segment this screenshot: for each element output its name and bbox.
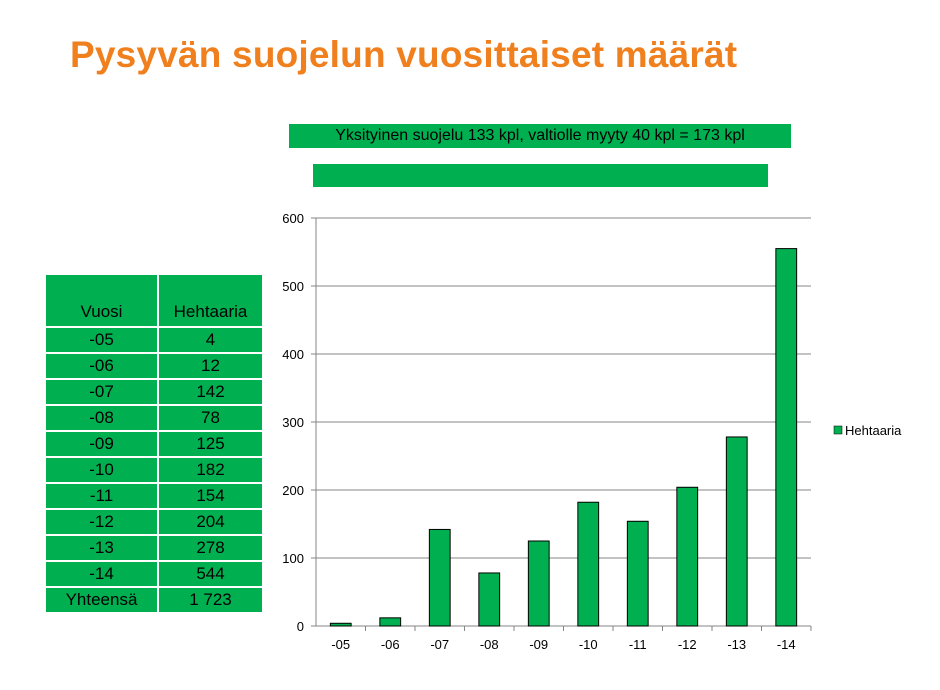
x-tick-label: -12 — [678, 637, 697, 652]
header-hectares: Hehtaaria — [157, 273, 264, 328]
year-cell: -06 — [44, 352, 159, 380]
table-row: -10 182 — [44, 456, 264, 484]
x-tick-label: -07 — [430, 637, 449, 652]
y-tick-label: 400 — [282, 347, 304, 362]
x-tick-label: -10 — [579, 637, 598, 652]
year-cell: -13 — [44, 534, 159, 562]
hectares-cell: 544 — [157, 560, 264, 588]
bar — [725, 436, 748, 627]
bar — [329, 622, 352, 627]
x-tick-label: -14 — [777, 637, 796, 652]
table-row: Yhteensä 1 723 — [44, 586, 264, 614]
year-cell: -08 — [44, 404, 159, 432]
hectares-cell: 78 — [157, 404, 264, 432]
bar — [428, 528, 451, 627]
x-tick-label: -09 — [529, 637, 548, 652]
year-cell: -07 — [44, 378, 159, 406]
decorative-green-bar — [313, 164, 768, 187]
bar — [775, 248, 798, 627]
x-tick-label: -08 — [480, 637, 499, 652]
slide-title: Pysyvän suojelun vuosittaiset määrät — [70, 34, 738, 75]
hectares-cell: 1 723 — [157, 586, 264, 614]
y-tick-label: 600 — [282, 211, 304, 226]
header-year: Vuosi — [44, 273, 159, 328]
hectares-cell: 142 — [157, 378, 264, 406]
table-row: -06 12 — [44, 352, 264, 380]
summary-banner: Yksityinen suojelu 133 kpl, valtiolle my… — [289, 124, 791, 148]
bar — [626, 520, 649, 627]
hectares-cell: 4 — [157, 326, 264, 354]
table-row: -08 78 — [44, 404, 264, 432]
hectares-cell: 278 — [157, 534, 264, 562]
legend-label: Hehtaaria — [845, 423, 902, 438]
x-tick-label: -05 — [331, 637, 350, 652]
year-cell: -12 — [44, 508, 159, 536]
year-cell: -10 — [44, 456, 159, 484]
table-header-row: Vuosi Hehtaaria — [44, 273, 264, 328]
table-row: -12 204 — [44, 508, 264, 536]
table-row: -05 4 — [44, 326, 264, 354]
y-tick-label: 100 — [282, 551, 304, 566]
hectares-cell: 12 — [157, 352, 264, 380]
x-tick-label: -06 — [381, 637, 400, 652]
x-tick-label: -11 — [629, 637, 647, 652]
legend-swatch — [833, 425, 843, 435]
hectares-cell: 182 — [157, 456, 264, 484]
hectares-cell: 204 — [157, 508, 264, 536]
year-cell: -05 — [44, 326, 159, 354]
table-row: -13 278 — [44, 534, 264, 562]
table-row: -14 544 — [44, 560, 264, 588]
bar — [577, 501, 600, 627]
bar — [478, 572, 501, 627]
year-cell: -14 — [44, 560, 159, 588]
y-tick-label: 200 — [282, 483, 304, 498]
table-row: -11 154 — [44, 482, 264, 510]
x-tick-label: -13 — [727, 637, 746, 652]
yearly-hectares-table: Vuosi Hehtaaria -05 4 -06 12 -07 142 -08 78 -09 125… — [44, 273, 264, 614]
y-tick-label: 300 — [282, 415, 304, 430]
y-tick-label: 0 — [297, 619, 304, 634]
year-cell: -09 — [44, 430, 159, 458]
year-cell: Yhteensä — [44, 586, 159, 614]
bar — [527, 540, 550, 627]
hectares-cell: 154 — [157, 482, 264, 510]
bar — [676, 486, 699, 627]
year-cell: -11 — [44, 482, 159, 510]
bar — [379, 617, 402, 627]
hectares-cell: 125 — [157, 430, 264, 458]
table-row: -07 142 — [44, 378, 264, 406]
table-row: -09 125 — [44, 430, 264, 458]
y-tick-label: 500 — [282, 279, 304, 294]
